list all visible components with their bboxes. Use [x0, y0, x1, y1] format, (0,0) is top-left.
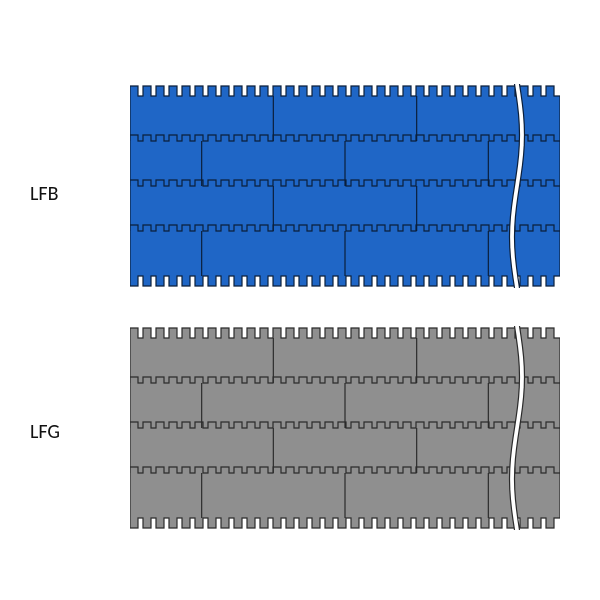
lfb-label: LFB [30, 182, 90, 206]
belt-lfg [130, 326, 560, 530]
belt-lfb [130, 84, 560, 288]
lfg-label: LFG [30, 420, 90, 444]
